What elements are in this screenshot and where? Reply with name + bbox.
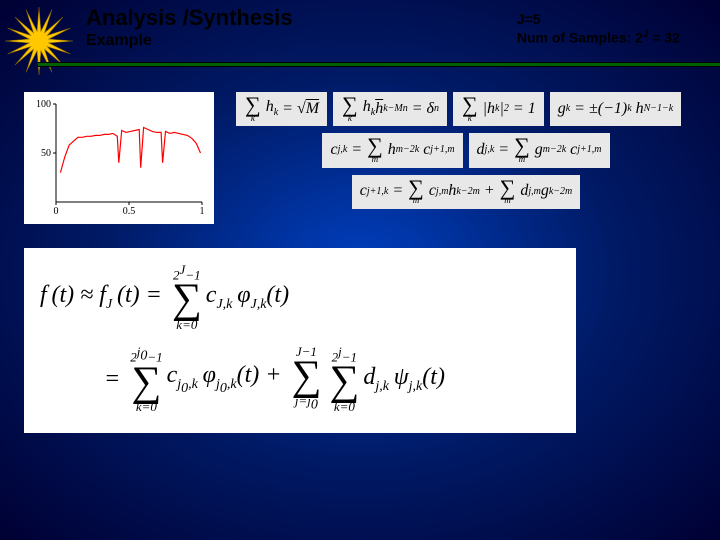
formula-h-norm: ∑k |hk|2 = 1	[453, 92, 544, 126]
formula-d-analysis: dj,k = ∑m gm−2k cj+1,m	[469, 133, 610, 167]
slide-title: Analysis /Synthesis	[86, 6, 517, 30]
formula-line-1: f (t) ≈ fJ (t) = 2J−1∑k=0 cJ,k φJ,k(t)	[40, 262, 560, 332]
header-divider	[38, 62, 720, 67]
title-block: Analysis /Synthesis Example	[86, 6, 517, 50]
info-line2: Num of Samples: 2J = 32	[517, 28, 680, 47]
formula-row-2: cj,k = ∑m hm−2k cj+1,m dj,k = ∑m gm−2k c…	[236, 133, 696, 167]
formula-h-sum: ∑k hk = √M	[236, 92, 327, 126]
svg-text:0.5: 0.5	[123, 206, 136, 217]
formula-row-3: cj+1,k = ∑m cj,mhk−2m + ∑m dj,mgk−2m	[236, 175, 696, 209]
formula-c-analysis: cj,k = ∑m hm−2k cj+1,m	[322, 133, 462, 167]
info-line1: J=5	[517, 10, 680, 28]
formula-c-synthesis: cj+1,k = ∑m cj,mhk−2m + ∑m dj,mgk−2m	[352, 175, 581, 209]
svg-text:100: 100	[36, 99, 51, 110]
slide-content: 50 100 0 0.5 1 ∑k hk = √M ∑k hkhk−Mn = δn ∑k…	[0, 74, 720, 433]
formula-stack: ∑k hk = √M ∑k hkhk−Mn = δn ∑k |hk|2 = 1 …	[236, 92, 696, 209]
signal-chart: 50 100 0 0.5 1	[24, 92, 214, 224]
formula-g-def: gk = ±(−1)k hN−1−k	[550, 92, 682, 126]
svg-text:50: 50	[41, 148, 51, 159]
formula-line-2: = 2j0−1∑k=0 cj0,k φj0,k(t) + J−1∑j=j0 2j…	[104, 344, 560, 415]
svg-text:1: 1	[200, 206, 205, 217]
svg-text:0: 0	[54, 206, 59, 217]
formula-h-orth: ∑k hkhk−Mn = δn	[333, 92, 447, 126]
reconstruction-formula: f (t) ≈ fJ (t) = 2J−1∑k=0 cJ,k φJ,k(t) =…	[24, 248, 576, 433]
info-block: J=5 Num of Samples: 2J = 32	[517, 6, 710, 47]
formula-row-1: ∑k hk = √M ∑k hkhk−Mn = δn ∑k |hk|2 = 1 …	[236, 92, 696, 126]
slide-subtitle: Example	[86, 32, 517, 50]
slide-header: Analysis /Synthesis Example J=5 Num of S…	[0, 0, 720, 74]
